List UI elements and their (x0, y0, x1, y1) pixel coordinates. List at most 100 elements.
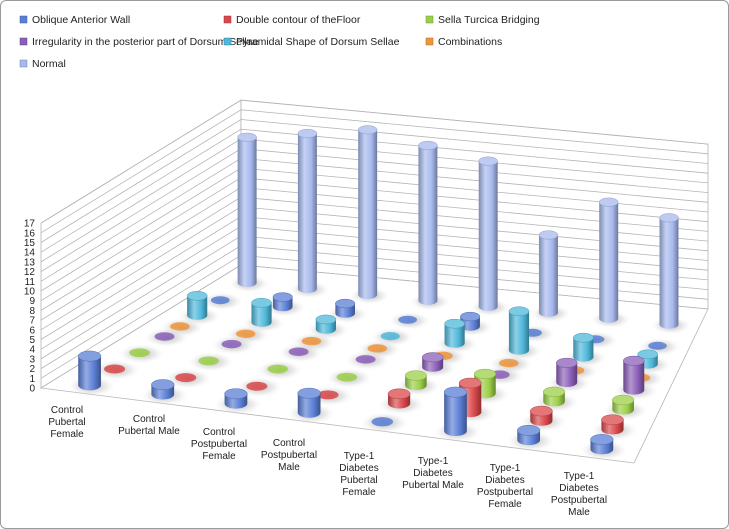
bar-sella-turcica-bridging-1 (186, 351, 235, 373)
bar-normal-7 (650, 213, 692, 335)
bar-base (398, 315, 417, 324)
bar-top (272, 292, 293, 302)
bar-top (590, 434, 614, 445)
bar-body (78, 356, 101, 391)
bar-top (612, 394, 635, 406)
bar-double-contour-of-thefloor-4 (376, 388, 426, 416)
y-tick-label: 9 (29, 296, 35, 307)
bar-body (251, 302, 272, 327)
bar-irregularity-in-the-posterior-part-of-dorsum-sellae-1 (210, 335, 257, 356)
y-tick-label: 8 (29, 306, 35, 317)
bar-irregularity-in-the-posterior-part-of-dorsum-sellae-2 (277, 342, 324, 363)
bar-top (186, 291, 208, 301)
bar-body (556, 362, 578, 387)
y-tick-label: 1 (29, 374, 35, 385)
y-tick-label: 4 (29, 345, 35, 356)
bar-top (297, 387, 321, 399)
category-label: Type-1 Diabetes Pubertal Female (339, 451, 378, 498)
bar-base (288, 347, 309, 356)
bar-base (210, 296, 230, 305)
bar-top (404, 370, 427, 381)
bar-base (129, 348, 150, 358)
bar-top (251, 297, 272, 308)
bar-top (478, 156, 498, 166)
bar-top (77, 350, 102, 362)
y-tick-label: 3 (29, 354, 35, 365)
bar-pyramidal-shape-of-dorsum-sellae-6 (563, 332, 608, 368)
bar-oblique-anterior-wall-7 (578, 434, 629, 461)
bar-oblique-anterior-wall-3 (388, 311, 432, 331)
bar-top (297, 128, 318, 139)
bar-top (151, 379, 175, 391)
category-labels: Control Pubertal Female Control Pubertal Mal… (48, 405, 607, 518)
bar-irregularity-in-the-posterior-part-of-dorsum-sellae-0 (143, 327, 190, 348)
bar-top (659, 213, 679, 223)
category-label: Control Postpubertal Male (261, 438, 317, 473)
legend-item-normal: Normal (19, 58, 66, 70)
bar-top (573, 332, 594, 343)
bar-normal-2 (348, 125, 391, 305)
legend-label: Normal (32, 58, 66, 70)
bar-base (371, 417, 394, 427)
category-label: Type-1 Diabetes Postpubertal Male (551, 471, 607, 518)
legend-label: Combinations (438, 36, 502, 48)
category-label: Type-1 Diabetes Pubertal Male (402, 456, 464, 491)
bar-oblique-anterior-wall-1 (139, 379, 190, 407)
bar-base (380, 332, 400, 341)
bar-base (355, 355, 376, 364)
y-tick-label: 13 (24, 257, 36, 268)
y-tick-label: 2 (29, 364, 35, 375)
gridline (40, 99, 709, 224)
bar-top (443, 386, 468, 398)
y-tick-label: 10 (24, 287, 36, 298)
bar-oblique-anterior-wall-2 (325, 298, 369, 324)
bar-normal-6 (589, 197, 632, 329)
legend-swatch (19, 37, 28, 46)
bar-top (335, 298, 356, 309)
bar-body (187, 295, 208, 320)
bar-normal-3 (409, 140, 451, 311)
bar-top (237, 132, 257, 142)
bar-top (224, 388, 248, 400)
bar-base (246, 381, 268, 391)
legend-swatch (425, 15, 434, 24)
bar-top (508, 306, 530, 317)
legend-swatch (19, 15, 28, 24)
bar-body (358, 129, 378, 299)
chart-bars (66, 125, 692, 461)
bar-top (421, 352, 444, 363)
bar-body (237, 137, 257, 288)
y-tick-label: 15 (24, 238, 36, 249)
bar-body (659, 217, 679, 329)
legend-label: Oblique Anterior Wall (32, 14, 130, 26)
legend-item-sella-turcica-bridging: Sella Turcica Bridging (425, 14, 540, 26)
bar-oblique-anterior-wall-4 (359, 411, 410, 434)
y-tick-label: 5 (29, 335, 35, 346)
bar-top (637, 349, 659, 360)
legend-label: Irregularity in the posterior part of Do… (32, 36, 259, 48)
bar-double-contour-of-thefloor-0 (92, 359, 141, 381)
bar-body (573, 337, 594, 362)
bar-top (387, 388, 411, 400)
bar-top (315, 314, 337, 325)
legend-swatch (19, 59, 28, 68)
category-label: Control Pubertal Female (48, 405, 85, 440)
legend-item-double-contour-of-thefloor: Double contour of theFloor (223, 14, 361, 26)
bar-base (648, 341, 667, 350)
bar-top (538, 230, 559, 240)
bar-normal-4 (469, 156, 512, 317)
y-tick-label: 14 (24, 248, 36, 259)
bar-top (473, 368, 496, 380)
bar-normal-1 (288, 128, 331, 299)
bar-top (418, 140, 438, 150)
bar-base (175, 373, 197, 383)
bar-top (517, 424, 541, 436)
bar-base (267, 364, 288, 374)
y-tick-label: 12 (24, 267, 36, 278)
legend-label: Double contour of theFloor (236, 14, 361, 26)
bar-sella-turcica-bridging-0 (117, 343, 166, 364)
category-label: Control Pubertal Male (118, 414, 180, 437)
bar-top (458, 377, 482, 389)
